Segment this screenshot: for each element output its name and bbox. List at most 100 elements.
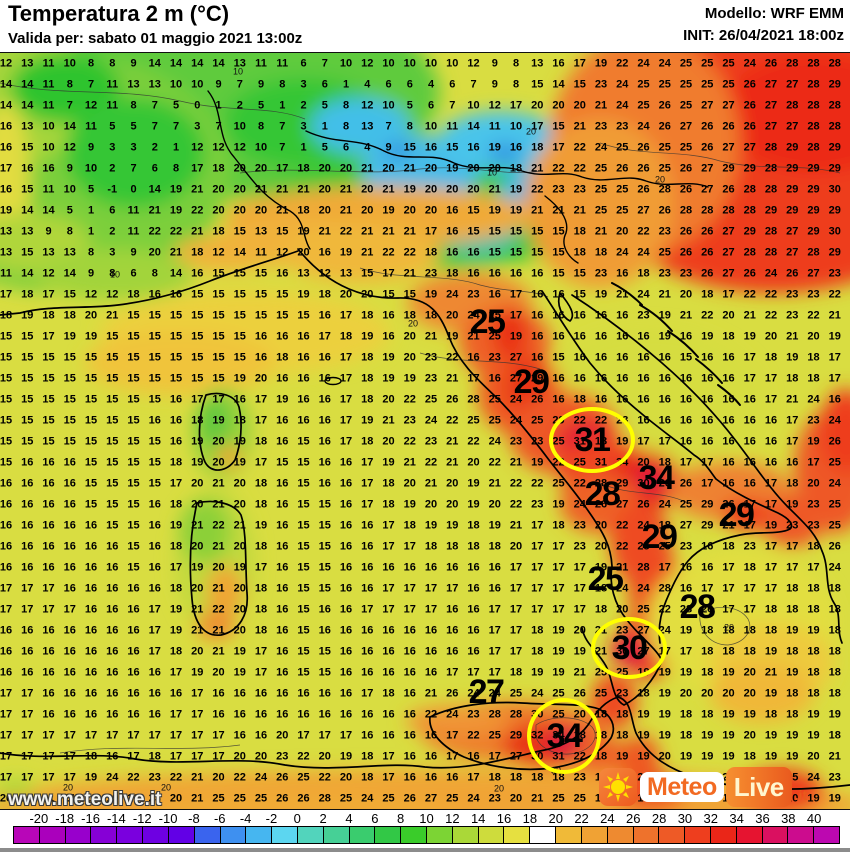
- grid-temp-value: 24: [637, 121, 649, 133]
- grid-temp-value: 19: [382, 352, 394, 364]
- grid-temp-value: 21: [106, 310, 118, 322]
- grid-temp-value: 17: [829, 373, 841, 385]
- colorbar-tick-labels: -20 -18 -16 -14 -12 -10 -8 -6 -4 -2 0 2 4 6 8 10 12 14 16 1…: [0, 810, 850, 826]
- grid-temp-value: 15: [297, 583, 309, 595]
- grid-temp-value: 19: [701, 751, 713, 763]
- grid-temp-value: 15: [680, 352, 692, 364]
- grid-temp-value: 17: [489, 625, 501, 637]
- grid-temp-value: 25: [659, 79, 671, 91]
- grid-temp-value: 28: [659, 184, 671, 196]
- grid-temp-value: 16: [255, 352, 267, 364]
- grid-temp-value: 18: [744, 646, 756, 658]
- grid-temp-value: 16: [595, 352, 607, 364]
- grid-temp-value: 20: [234, 184, 246, 196]
- grid-temp-value: 7: [152, 100, 158, 112]
- grid-temp-value: 22: [212, 604, 224, 616]
- grid-temp-value: 16: [722, 457, 734, 469]
- grid-temp-value: 16: [340, 646, 352, 658]
- grid-temp-value: 16: [149, 499, 161, 511]
- grid-temp-value: 23: [659, 268, 671, 280]
- grid-temp-value: 15: [127, 562, 139, 574]
- colorbar-tick: 0: [294, 811, 301, 826]
- grid-temp-value: 24: [659, 499, 671, 511]
- grid-temp-value: 25: [829, 520, 841, 532]
- grid-temp-value: 17: [170, 751, 182, 763]
- grid-temp-value: 18: [829, 604, 841, 616]
- contour-label: 20: [655, 175, 665, 185]
- grid-temp-value: 25: [552, 793, 564, 805]
- grid-temp-value: 17: [701, 457, 713, 469]
- grid-temp-value: 16: [149, 667, 161, 679]
- grid-temp-value: 19: [234, 562, 246, 574]
- grid-temp-value: 23: [786, 310, 798, 322]
- grid-temp-value: 18: [85, 751, 97, 763]
- grid-temp-value: 21: [191, 772, 203, 784]
- grid-temp-value: 16: [297, 688, 309, 700]
- grid-temp-value: 22: [637, 226, 649, 238]
- grid-temp-value: 15: [467, 205, 479, 217]
- grid-temp-value: 26: [616, 163, 628, 175]
- grid-temp-value: 28: [829, 100, 841, 112]
- grid-temp-value: 16: [361, 520, 373, 532]
- grid-temp-value: 22: [234, 772, 246, 784]
- grid-temp-value: 25: [552, 688, 564, 700]
- grid-temp-value: 13: [340, 268, 352, 280]
- grid-temp-value: 23: [807, 289, 819, 301]
- grid-temp-value: 21: [595, 226, 607, 238]
- grid-temp-value: 17: [552, 562, 564, 574]
- grid-temp-value: 16: [637, 373, 649, 385]
- grid-temp-value: 25: [616, 142, 628, 154]
- grid-temp-value: 17: [531, 541, 543, 553]
- grid-temp-value: 24: [106, 772, 118, 784]
- grid-temp-value: 18: [510, 772, 522, 784]
- grid-temp-value: 16: [552, 394, 564, 406]
- temp-maximum-label: 25: [470, 305, 506, 339]
- grid-temp-value: 24: [616, 583, 628, 595]
- grid-temp-value: 19: [170, 205, 182, 217]
- grid-temp-value: 18: [170, 499, 182, 511]
- grid-temp-value: 15: [319, 499, 331, 511]
- grid-temp-value: 22: [510, 478, 522, 490]
- grid-temp-value: 0: [130, 184, 136, 196]
- grid-temp-value: 17: [744, 520, 756, 532]
- colorbar-segment: [91, 827, 118, 843]
- colorbar-segment: [297, 827, 324, 843]
- grid-temp-value: 16: [276, 415, 288, 427]
- grid-temp-value: 13: [361, 121, 373, 133]
- grid-temp-value: 21: [531, 793, 543, 805]
- grid-temp-value: 15: [552, 226, 564, 238]
- grid-temp-value: 16: [106, 709, 118, 721]
- grid-temp-value: 25: [446, 793, 458, 805]
- grid-temp-value: 16: [467, 604, 479, 616]
- grid-temp-value: 15: [212, 331, 224, 343]
- grid-temp-value: 11: [0, 268, 12, 280]
- grid-temp-value: 15: [510, 247, 522, 259]
- grid-temp-value: 15: [64, 436, 76, 448]
- grid-temp-value: 16: [127, 646, 139, 658]
- grid-temp-value: 29: [807, 163, 819, 175]
- grid-temp-value: 19: [701, 331, 713, 343]
- grid-temp-value: 2: [300, 100, 306, 112]
- grid-temp-value: 19: [807, 709, 819, 721]
- grid-temp-value: 20: [637, 457, 649, 469]
- colorbar-tick: 30: [678, 811, 692, 826]
- grid-temp-value: 16: [234, 709, 246, 721]
- temp-maximum-label: 29: [514, 365, 550, 399]
- grid-temp-value: 17: [42, 730, 54, 742]
- grid-temp-value: 27: [722, 226, 734, 238]
- grid-temp-value: 19: [701, 730, 713, 742]
- grid-temp-value: 16: [64, 625, 76, 637]
- grid-temp-value: 14: [0, 100, 12, 112]
- grid-temp-value: 16: [106, 583, 118, 595]
- grid-temp-value: 25: [680, 499, 692, 511]
- grid-temp-value: 11: [446, 121, 458, 133]
- grid-temp-value: 15: [127, 331, 139, 343]
- grid-temp-value: 13: [127, 79, 139, 91]
- grid-temp-value: 18: [574, 226, 586, 238]
- grid-temp-value: 15: [127, 373, 139, 385]
- contour-label: 10: [233, 67, 243, 77]
- grid-temp-value: 16: [531, 310, 543, 322]
- grid-temp-value: 28: [765, 142, 777, 154]
- grid-temp-value: 17: [149, 730, 161, 742]
- grid-temp-value: 14: [21, 100, 33, 112]
